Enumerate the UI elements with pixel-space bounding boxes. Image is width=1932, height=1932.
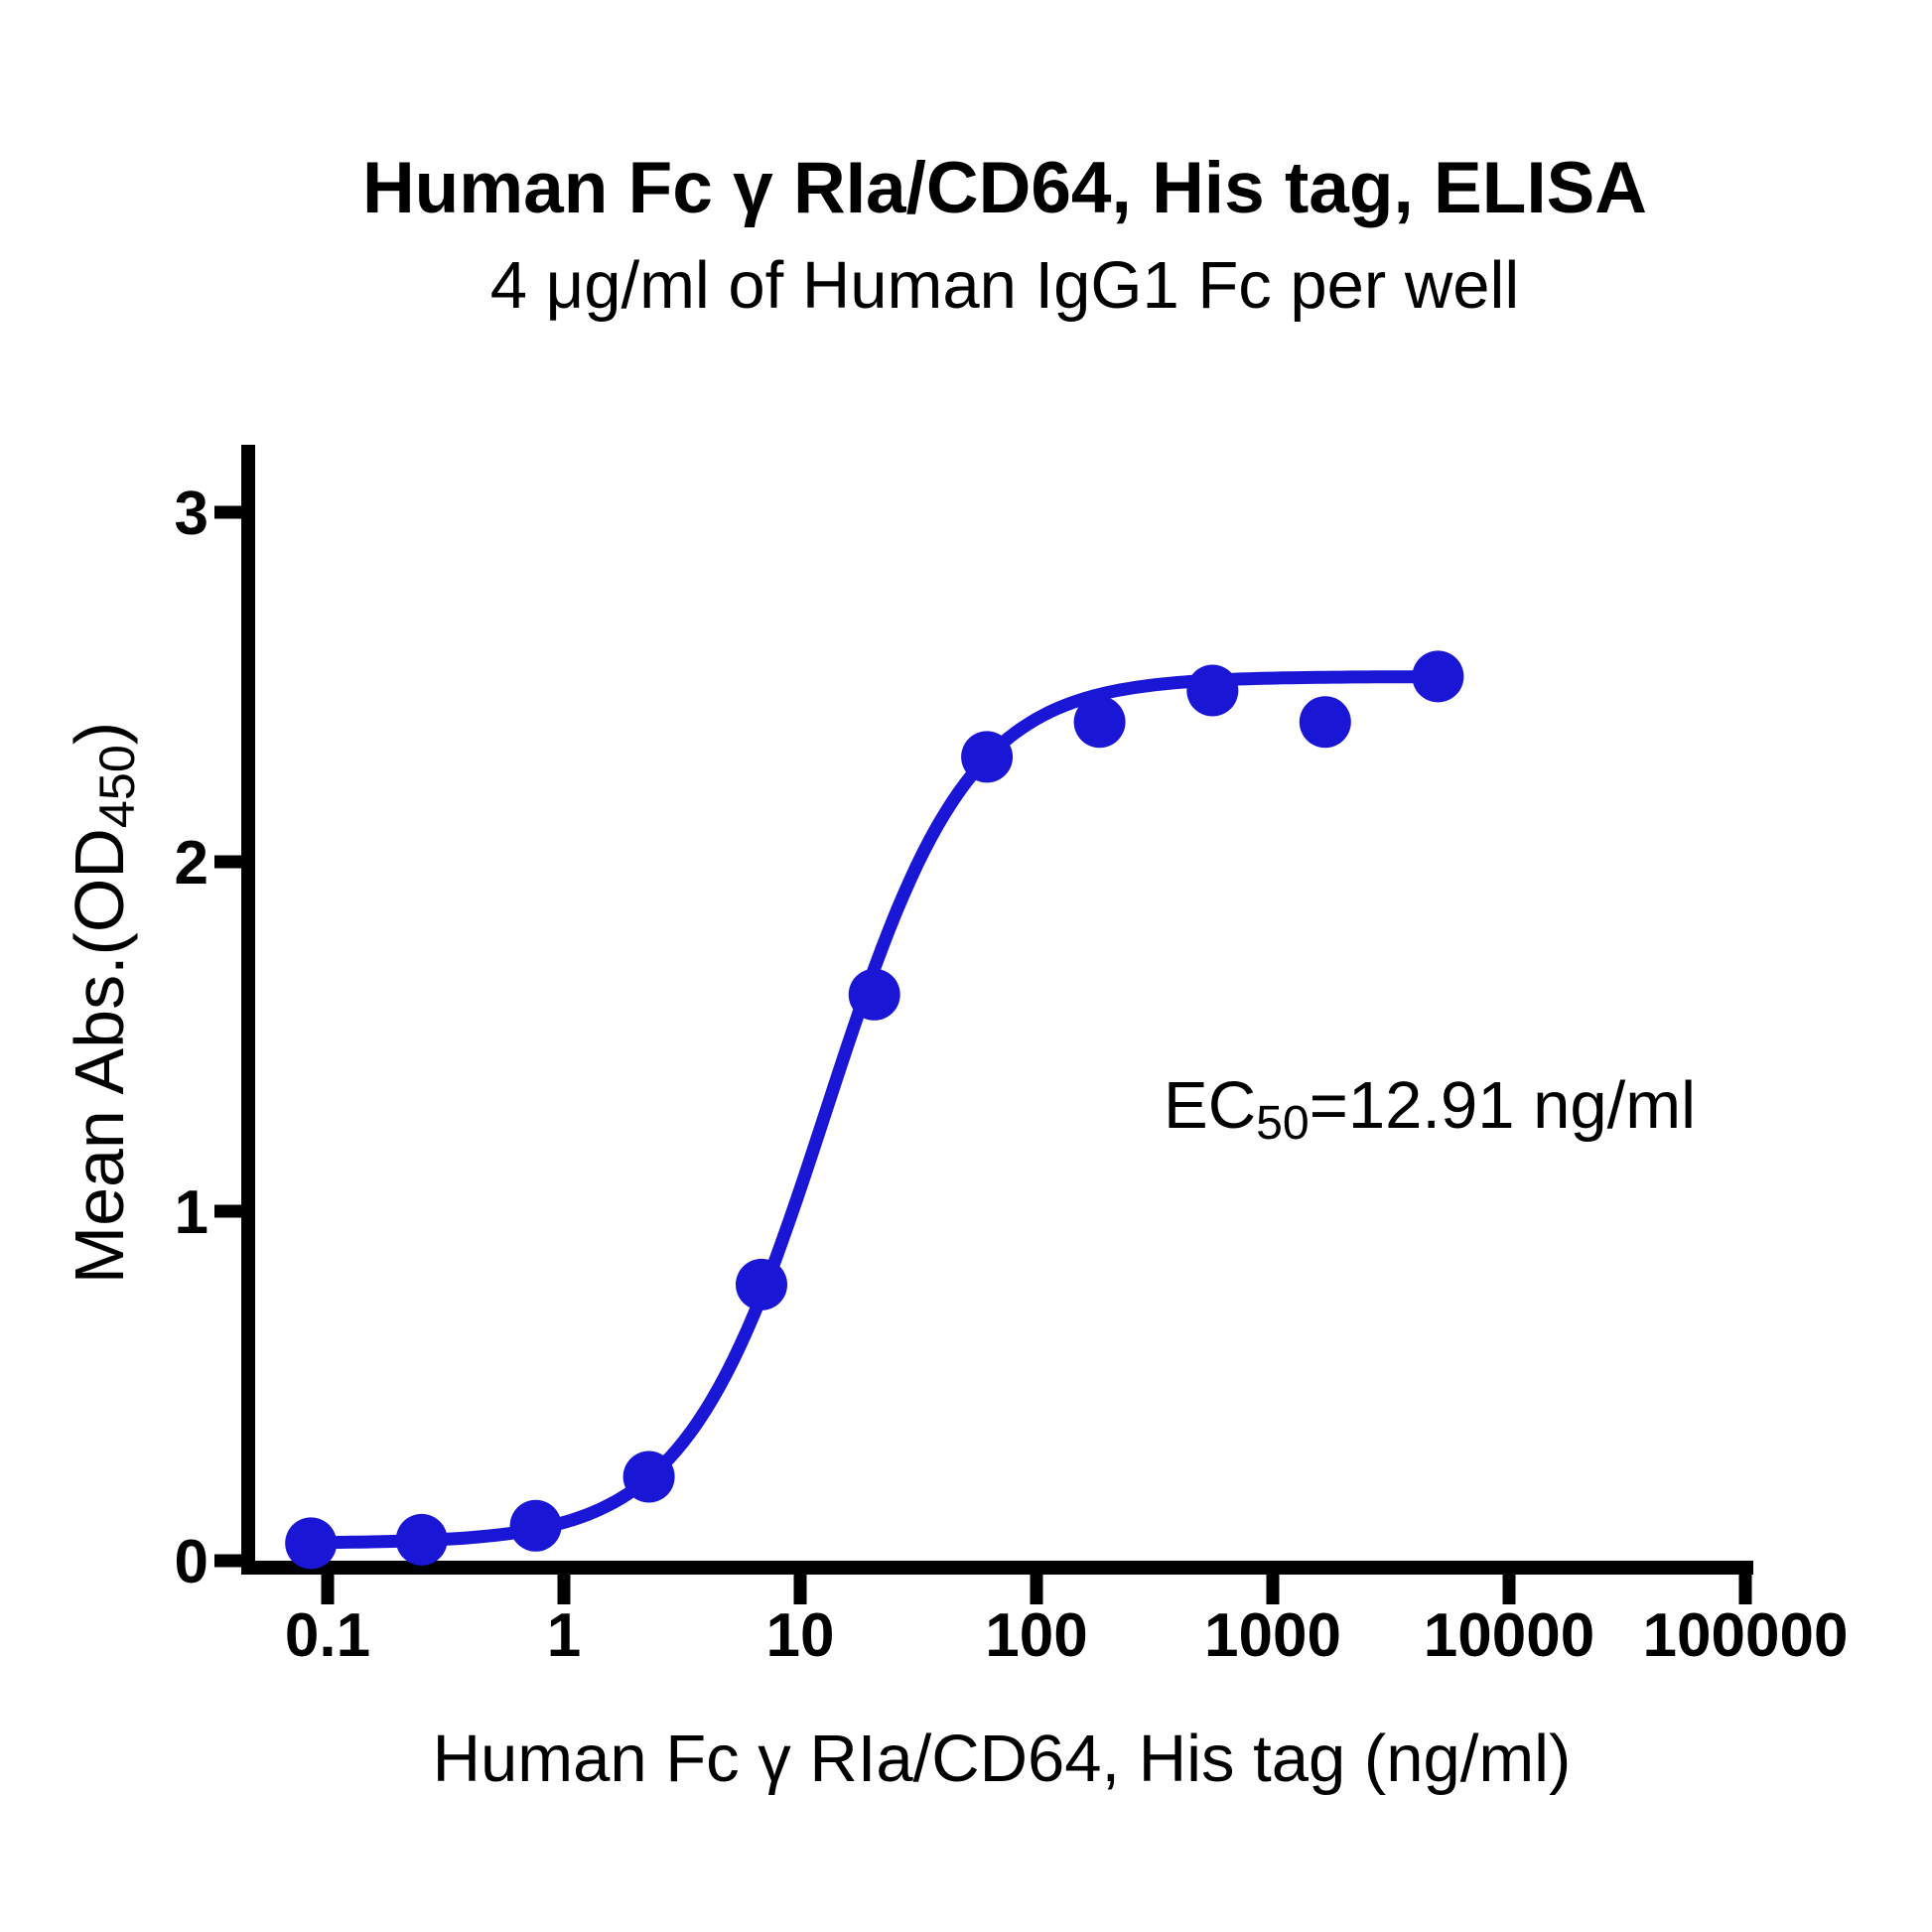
ec50-annotation: EC50=12.91 ng/ml: [1164, 1066, 1696, 1150]
chart-subtitle: 4 μg/ml of Human IgG1 Fc per well: [489, 248, 1520, 323]
data-point: [961, 731, 1014, 783]
data-point: [285, 1517, 338, 1570]
data-point: [1412, 650, 1464, 703]
x-tick-label: 1000: [1204, 1601, 1341, 1670]
data-point: [736, 1258, 787, 1311]
y-tick-label: 2: [175, 829, 208, 897]
y-axis-label: Mean Abs.(OD450): [58, 655, 145, 1350]
y-axis-label-subscript: 450: [88, 745, 146, 829]
ec50-annotation-value: =12.91 ng/ml: [1309, 1068, 1696, 1143]
x-tick-label: 100: [985, 1601, 1087, 1670]
data-point: [1299, 696, 1351, 749]
y-tick-label: 1: [175, 1178, 208, 1247]
data-point: [1073, 696, 1126, 749]
x-axis-label: Human Fc γ RIa/CD64, His tag (ng/ml): [432, 1722, 1572, 1796]
y-tick-label: 3: [175, 480, 208, 548]
y-axis-label-close: ): [61, 721, 138, 746]
chart-title: Human Fc γ RIa/CD64, His tag, ELISA: [361, 148, 1648, 228]
y-tick-label: 0: [175, 1528, 208, 1596]
x-tick-label: 10000: [1424, 1601, 1594, 1670]
data-point: [622, 1450, 675, 1503]
ec50-annotation-subscript: 50: [1256, 1095, 1310, 1150]
ec50-annotation-prefix: EC: [1164, 1068, 1257, 1143]
data-point: [509, 1499, 562, 1552]
x-tick-label: 10: [766, 1601, 835, 1670]
data-point: [1186, 664, 1239, 717]
data-point: [848, 968, 900, 1021]
x-tick-label: 1: [547, 1601, 581, 1670]
data-point: [395, 1513, 448, 1566]
x-tick-label: 100000: [1643, 1601, 1849, 1670]
y-axis-label-main: Mean Abs.(OD: [61, 828, 138, 1285]
dose-response-curve: [304, 670, 1445, 1550]
x-tick-label: 0.1: [285, 1601, 370, 1670]
